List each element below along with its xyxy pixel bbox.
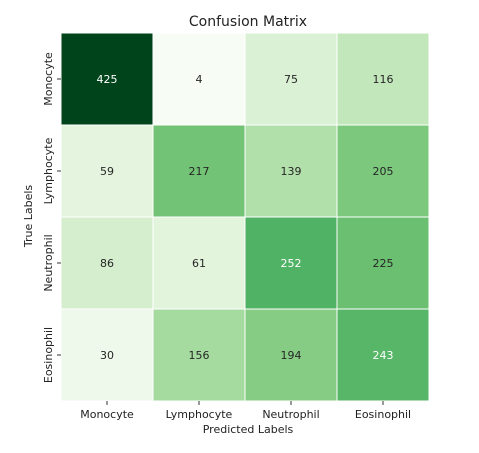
- cell-value-label: 116: [373, 73, 394, 86]
- x-axis-ticks: Monocyte Lymphocyte Neutrophil Eosinophil: [80, 401, 411, 421]
- heatmap-cell: [60, 308, 154, 402]
- chart-title: Confusion Matrix: [189, 14, 307, 30]
- heatmap-cell: [152, 308, 246, 402]
- heatmap-cell: [336, 308, 430, 402]
- heatmap-cells: 425 4 75 116 59 217 139 205 86 61 252 225 30 156 194 24…: [60, 32, 430, 402]
- heatmap-cell: [336, 124, 430, 218]
- cell-value-label: 425: [97, 73, 118, 86]
- heatmap-cell: [336, 216, 430, 310]
- heatmap-cell: [152, 124, 246, 218]
- cell-value-label: 61: [192, 257, 206, 270]
- cell-value-label: 225: [373, 257, 394, 270]
- cell-value-label: 30: [100, 349, 114, 362]
- cell-value-label: 243: [373, 349, 394, 362]
- heatmap-cell: [336, 32, 430, 126]
- heatmap-cell: [152, 216, 246, 310]
- y-tick-label: Neutrophil: [42, 234, 55, 291]
- heatmap-cell: [244, 32, 338, 126]
- y-tick-label: Monocyte: [42, 52, 55, 106]
- cell-value-label: 217: [189, 165, 210, 178]
- cell-value-label: 75: [284, 73, 298, 86]
- heatmap-cell: [152, 32, 246, 126]
- cell-value-label: 194: [281, 349, 302, 362]
- y-tick-label: Lymphocyte: [42, 137, 55, 204]
- cell-value-label: 139: [281, 165, 302, 178]
- heatmap-cell: [244, 308, 338, 402]
- y-tick-label: Eosinophil: [42, 327, 55, 383]
- cell-value-label: 4: [196, 73, 203, 86]
- x-tick-label: Eosinophil: [355, 408, 411, 421]
- x-tick-label: Neutrophil: [262, 408, 319, 421]
- cell-value-label: 59: [100, 165, 114, 178]
- x-tick-label: Monocyte: [80, 408, 134, 421]
- y-axis-ticks: Monocyte Lymphocyte Neutrophil Eosinophil: [42, 52, 61, 383]
- cell-value-label: 156: [189, 349, 210, 362]
- x-axis-label: Predicted Labels: [203, 423, 294, 436]
- heatmap-cell: [60, 124, 154, 218]
- cell-value-label: 252: [281, 257, 302, 270]
- heatmap-cell: [60, 32, 154, 126]
- cell-value-label: 86: [100, 257, 114, 270]
- y-axis-label: True Labels: [22, 185, 35, 249]
- cell-value-label: 205: [373, 165, 394, 178]
- x-tick-label: Lymphocyte: [166, 408, 233, 421]
